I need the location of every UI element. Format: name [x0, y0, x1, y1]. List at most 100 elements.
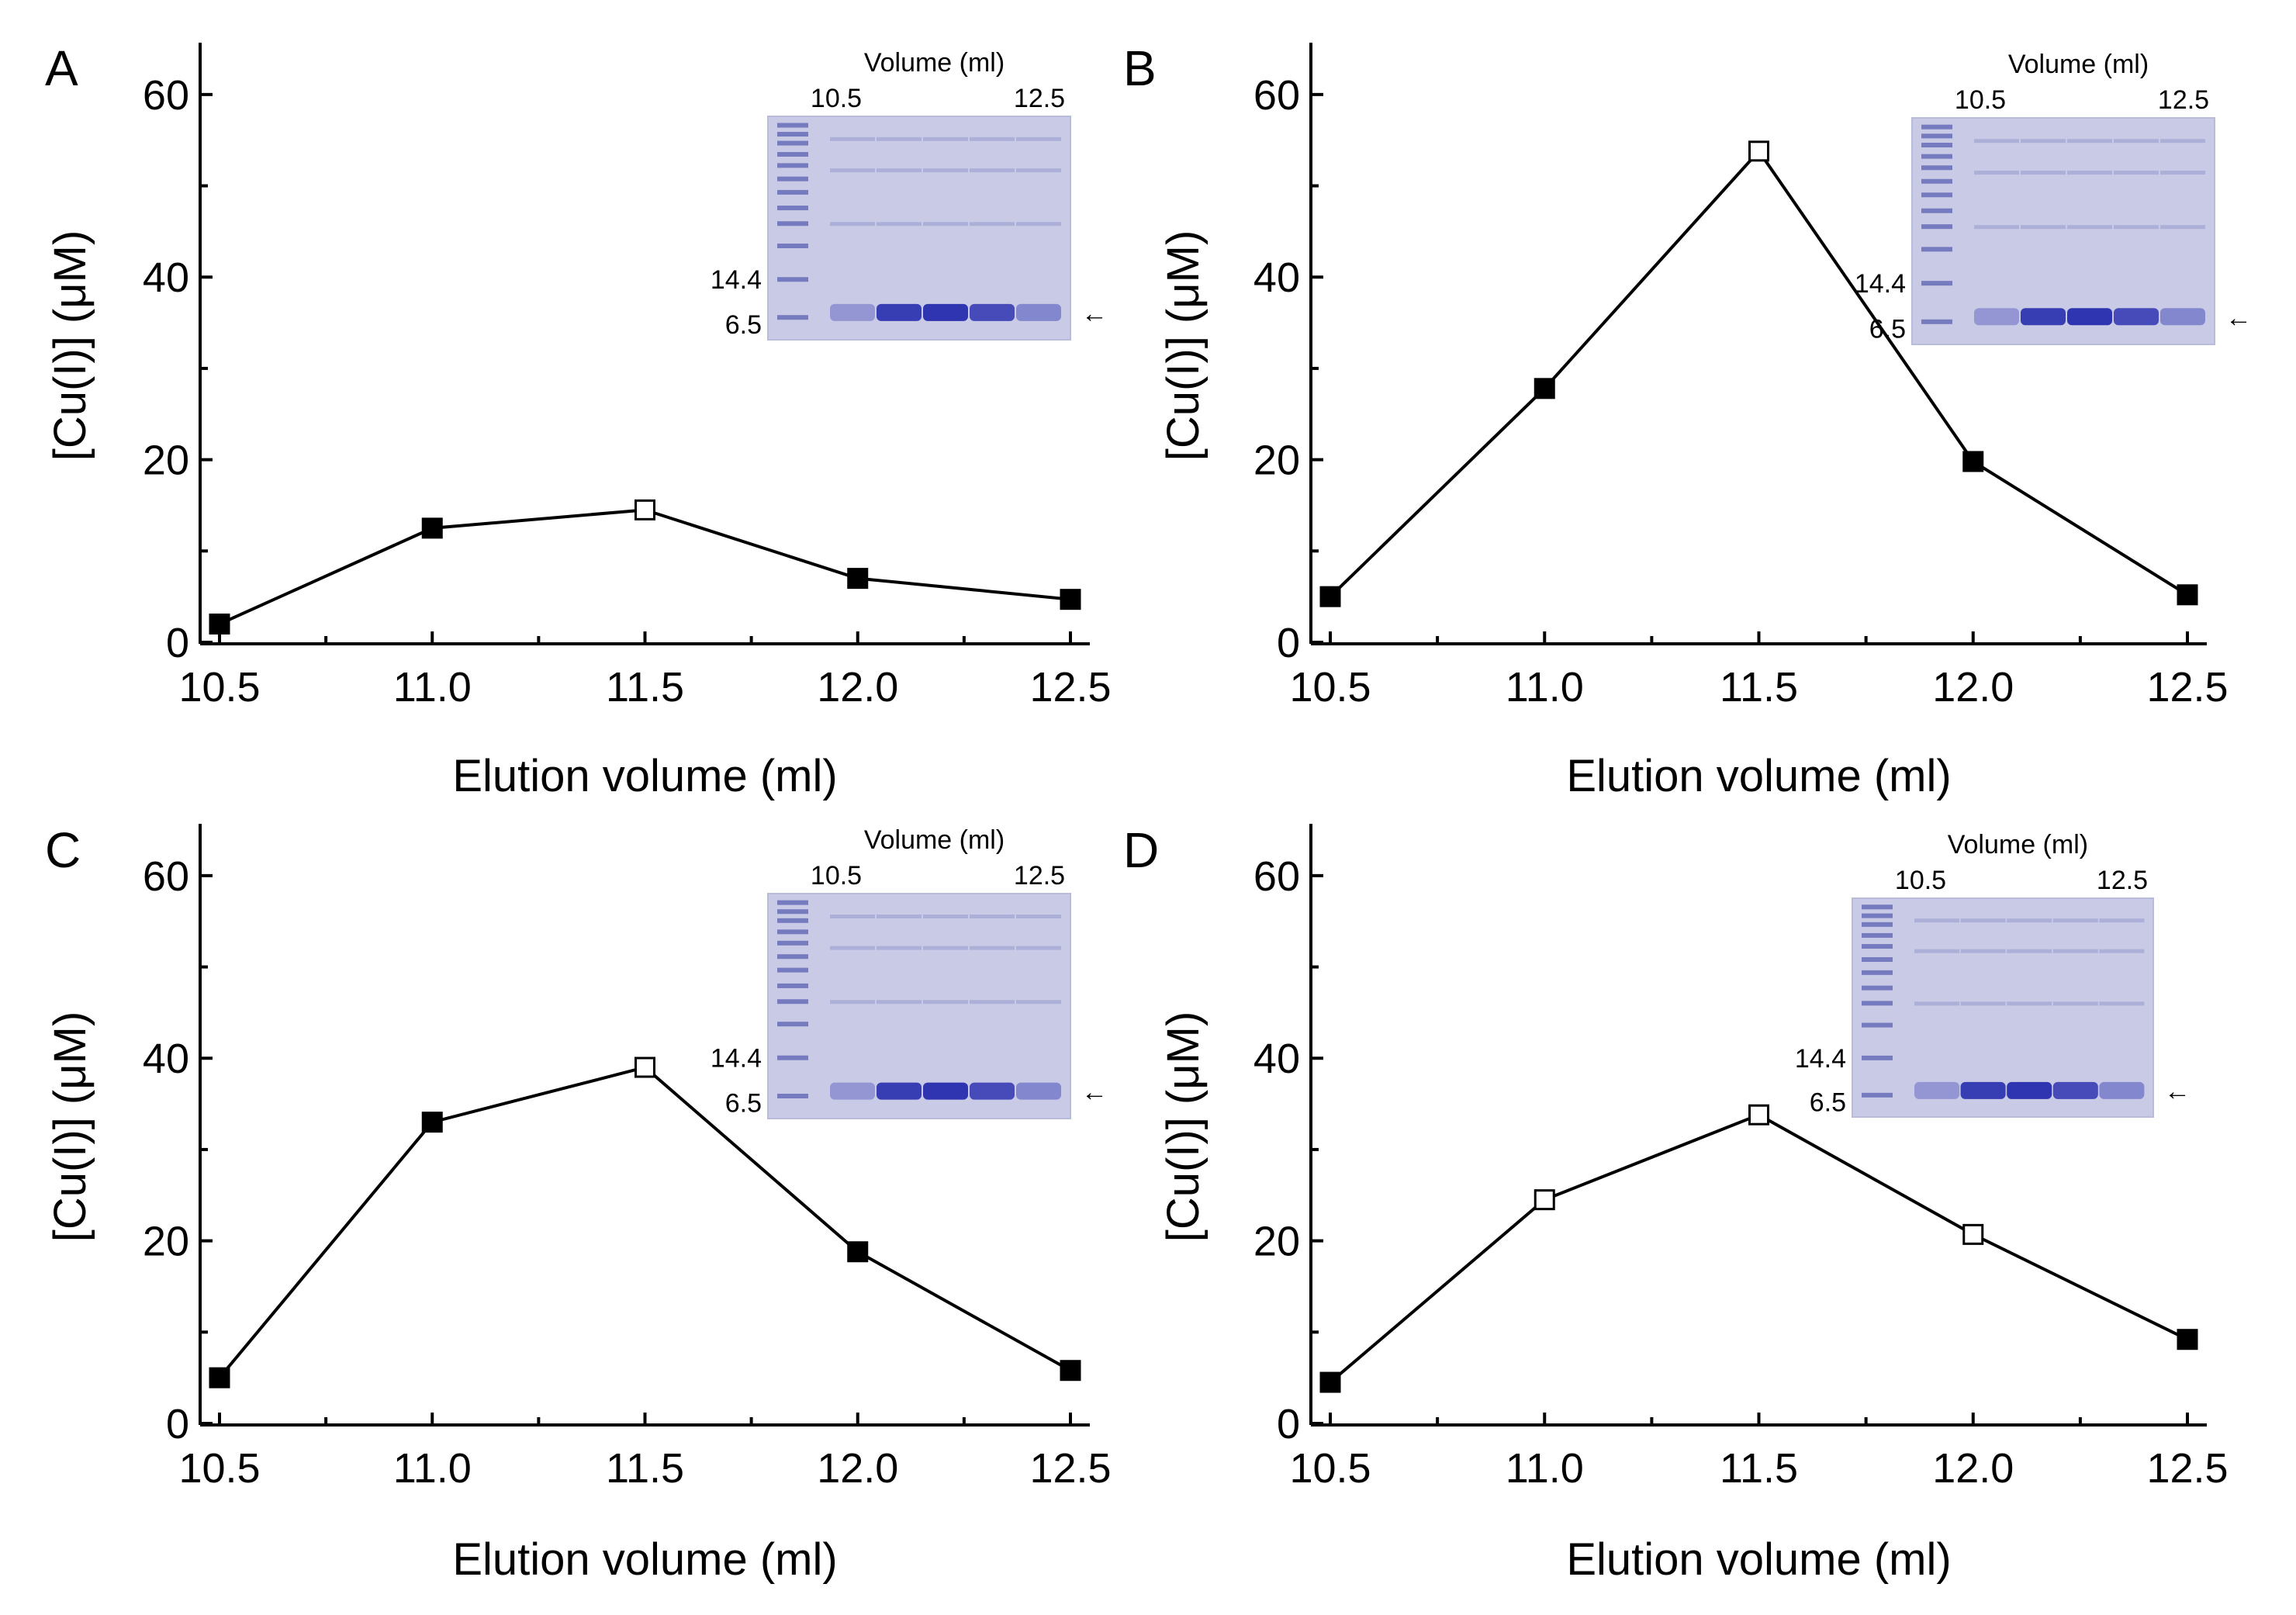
ladder-band [777, 277, 808, 282]
ladder-band [1921, 319, 1952, 324]
faint-band [970, 168, 1015, 173]
faint-band [2007, 949, 2052, 953]
x-axis-title: Elution volume (ml) [452, 1534, 837, 1585]
panel-letter: A [45, 40, 78, 96]
data-point-open [635, 499, 655, 520]
faint-band [830, 1000, 875, 1005]
faint-band [2021, 139, 2066, 144]
data-point-open [1962, 1223, 1984, 1245]
inset-title: Volume (ml) [864, 825, 1004, 855]
x-tick-label: 10.5 [178, 664, 260, 711]
main-band [2052, 1081, 2098, 1099]
ladder-band [777, 929, 808, 935]
ladder-band [1921, 154, 1952, 159]
data-point-filled [1060, 589, 1081, 610]
faint-band [1974, 139, 2019, 144]
ladder-band [777, 1055, 808, 1060]
ladder-band [777, 189, 808, 195]
series-line [1329, 1112, 2188, 1384]
mw-marker-top: 14.4 [1855, 269, 1906, 299]
faint-band [923, 946, 968, 950]
ladder-band [777, 163, 808, 168]
inset-title: Volume (ml) [864, 48, 1004, 78]
faint-band [1016, 168, 1061, 173]
faint-band [1974, 225, 2019, 230]
ladder-band [1862, 985, 1893, 991]
gel-inset: Volume (ml)10.5 12.5 14.4 6.5 ← [711, 825, 1108, 1119]
faint-band [2021, 171, 2066, 175]
inset-right-label: 12.5 [2097, 866, 2148, 895]
main-band [923, 303, 968, 321]
y-tick-label: 60 [143, 72, 189, 119]
x-tick-label: 12.5 [1029, 1445, 1111, 1492]
faint-band [1016, 946, 1061, 950]
gel-inset: Volume (ml)10.5 12.5 14.4 6.5 ← [1855, 50, 2252, 345]
faint-band [1960, 1001, 2006, 1006]
ladder-band [777, 909, 808, 915]
chart-panel-b: B 0 20 40 60 10.5 11.0 11.5 12.0 12.5 Elution volu… [1123, 40, 2252, 801]
faint-band [2067, 225, 2112, 230]
faint-band [830, 915, 875, 918]
x-tick-label: 11.0 [393, 664, 472, 711]
faint-band [830, 222, 875, 227]
faint-band [2160, 139, 2205, 144]
faint-band [1914, 1001, 1959, 1006]
main-band [970, 303, 1015, 321]
faint-band [1016, 222, 1061, 227]
main-band [2021, 308, 2066, 326]
data-point-filled [1962, 451, 1984, 472]
chart-panel-d: D 0 20 40 60 10.5 11.0 11.5 12.0 12.5 Elution volu… [1123, 822, 2229, 1585]
x-tick-label: 11.5 [1720, 1445, 1798, 1492]
ladder-band [777, 315, 808, 320]
x-tick-label: 11.5 [1720, 664, 1798, 711]
main-band [970, 1082, 1015, 1100]
main-band [2114, 308, 2159, 326]
ladder-band [777, 954, 808, 960]
mw-marker-bottom: 6.5 [725, 310, 762, 340]
y-tick-label: 0 [1277, 1401, 1300, 1447]
band-arrow-icon: ← [1081, 1077, 1108, 1107]
ladder-band [777, 967, 808, 973]
y-tick-label: 20 [1253, 1219, 1300, 1265]
faint-band [2021, 225, 2066, 230]
faint-band [877, 1000, 922, 1005]
x-tick-label: 10.5 [1289, 664, 1371, 711]
faint-band [970, 915, 1015, 918]
y-tick-label: 0 [1277, 620, 1300, 666]
data-point-filled [1319, 1371, 1341, 1393]
main-band [2067, 308, 2112, 326]
x-axis-title: Elution volume (ml) [1566, 1534, 1951, 1585]
ladder-band [777, 151, 808, 157]
faint-band [1974, 171, 2019, 175]
main-band [1960, 1081, 2006, 1099]
faint-band [2067, 171, 2112, 175]
faint-band [1960, 918, 2006, 923]
ladder-band [1921, 192, 1952, 198]
ladder-band [1862, 970, 1893, 975]
faint-band [830, 168, 875, 173]
ladder-band [777, 940, 808, 946]
ladder-band [777, 1094, 808, 1098]
gel-border [1911, 117, 2215, 345]
x-tick-label: 11.0 [393, 1445, 472, 1492]
main-band [877, 1082, 922, 1100]
faint-band [2007, 1001, 2052, 1006]
ladder-band [1921, 133, 1952, 139]
faint-band [923, 222, 968, 227]
inset-title: Volume (ml) [2008, 50, 2149, 79]
faint-band [877, 946, 922, 950]
series-line [219, 508, 1071, 626]
faint-band [877, 222, 922, 227]
main-band [2099, 1081, 2145, 1099]
gel-image [1852, 898, 2153, 1117]
mw-marker-bottom: 6.5 [1869, 315, 1906, 344]
ladder-band [1862, 956, 1893, 962]
gel-border [767, 893, 1071, 1119]
x-tick-label: 11.5 [606, 1445, 684, 1492]
faint-band [2114, 225, 2159, 230]
mw-marker-bottom: 6.5 [725, 1089, 762, 1119]
chart-panel-a: A 0 20 40 60 10.5 11.0 11.5 12.0 12.5 Elution volu… [45, 40, 1112, 801]
main-band [877, 303, 922, 321]
main-band [830, 303, 875, 321]
